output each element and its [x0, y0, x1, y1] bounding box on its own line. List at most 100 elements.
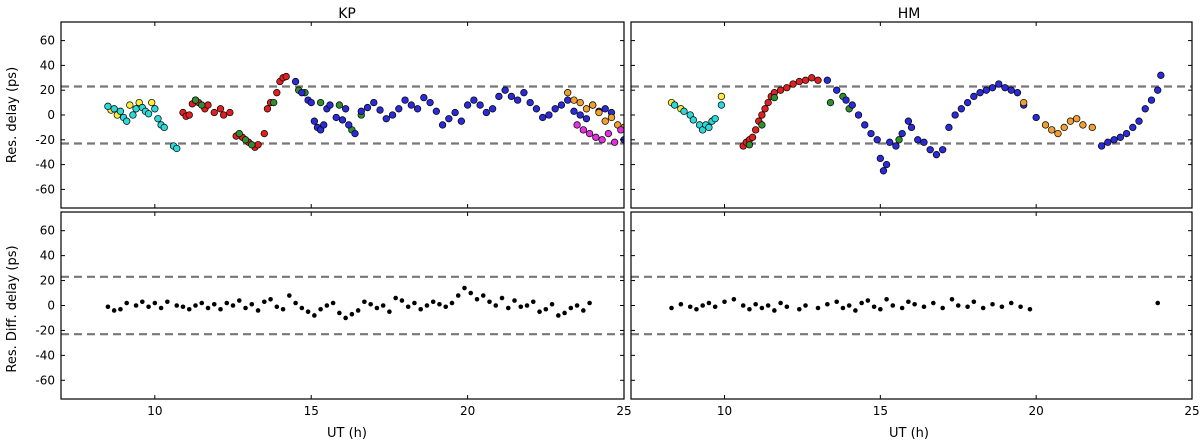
- data-point: [268, 296, 273, 302]
- data-point: [711, 115, 719, 123]
- data-point: [405, 304, 411, 310]
- data-point: [395, 105, 403, 113]
- data-point: [129, 111, 137, 119]
- data-point: [668, 93, 675, 100]
- data-point: [345, 121, 353, 129]
- data-point: [549, 301, 555, 307]
- data-point: [543, 306, 549, 312]
- data-point: [380, 303, 386, 308]
- data-point: [876, 154, 884, 163]
- data-point: [940, 305, 945, 311]
- data-point: [1007, 86, 1015, 94]
- data-point: [226, 108, 234, 117]
- data-point: [890, 303, 896, 308]
- data-point: [470, 96, 478, 104]
- data-point: [335, 101, 344, 109]
- data-point: [457, 117, 466, 125]
- data-point: [1013, 89, 1022, 97]
- data-point: [224, 300, 230, 306]
- y-tick-label: 60: [40, 34, 55, 48]
- data-point: [690, 56, 697, 63]
- data-point: [963, 98, 972, 107]
- data-point: [646, 134, 653, 141]
- data-point: [438, 121, 447, 129]
- data-point: [581, 308, 586, 313]
- data-point: [312, 313, 317, 318]
- data-point: [770, 93, 779, 102]
- data-point: [210, 108, 218, 117]
- data-point: [426, 98, 434, 107]
- data-point: [759, 305, 765, 311]
- data-point: [582, 115, 591, 123]
- data-point: [700, 303, 705, 308]
- data-point: [842, 96, 850, 104]
- data-point: [783, 84, 791, 92]
- data-point: [712, 304, 718, 310]
- data-point: [895, 136, 903, 144]
- x-tick-label: 15: [304, 404, 319, 418]
- x-tick-label: 20: [460, 404, 475, 418]
- data-point: [1155, 300, 1161, 306]
- data-point: [826, 98, 835, 107]
- data-point: [1008, 300, 1014, 306]
- data-point: [686, 62, 693, 69]
- data-point: [133, 303, 139, 308]
- data-point: [878, 306, 883, 312]
- data-point: [884, 296, 889, 302]
- data-point: [949, 296, 955, 302]
- data-point: [104, 102, 112, 110]
- data-point: [551, 105, 559, 113]
- y-tick-label: -40: [35, 348, 55, 362]
- data-point: [374, 305, 380, 311]
- data-point: [873, 136, 881, 144]
- data-point: [1048, 126, 1056, 134]
- data-point: [740, 303, 746, 308]
- data-point: [260, 129, 268, 138]
- data-point: [105, 304, 111, 310]
- data-point: [110, 105, 118, 113]
- data-point: [316, 98, 325, 107]
- data-point: [455, 293, 461, 298]
- data-point: [999, 304, 1005, 310]
- data-point: [747, 306, 752, 312]
- data-point: [598, 136, 606, 144]
- data-point: [1032, 113, 1040, 122]
- data-point: [174, 303, 180, 308]
- data-point: [865, 298, 871, 303]
- hm-xlabel: UT (h): [889, 426, 929, 441]
- data-point: [262, 299, 267, 305]
- data-point: [476, 101, 484, 109]
- data-point: [480, 293, 486, 298]
- data-point: [680, 107, 688, 115]
- data-point: [840, 305, 846, 311]
- data-point: [451, 108, 459, 117]
- data-point: [524, 303, 530, 308]
- data-point: [116, 107, 125, 115]
- data-point: [693, 53, 700, 60]
- data-point: [607, 113, 616, 122]
- bottom-ylabel: Res. Diff. delay (ps): [5, 245, 20, 372]
- y-tick-label: -40: [35, 158, 55, 172]
- data-point: [255, 308, 261, 313]
- data-point: [488, 105, 497, 113]
- data-point: [731, 296, 737, 302]
- data-point: [808, 74, 816, 82]
- data-point: [604, 129, 613, 138]
- data-point: [173, 144, 181, 153]
- data-point: [658, 118, 665, 125]
- data-point: [449, 300, 455, 306]
- data-point: [899, 305, 905, 311]
- data-point: [530, 299, 536, 305]
- data-point: [532, 105, 541, 113]
- data-point: [926, 146, 934, 154]
- data-point: [898, 129, 906, 138]
- data-point: [493, 303, 499, 308]
- data-point: [154, 115, 162, 123]
- data-point: [801, 76, 810, 84]
- data-point: [988, 84, 997, 92]
- data-point: [324, 303, 330, 308]
- hm-title: HM: [898, 6, 921, 22]
- data-point: [248, 141, 256, 149]
- data-point: [341, 105, 350, 113]
